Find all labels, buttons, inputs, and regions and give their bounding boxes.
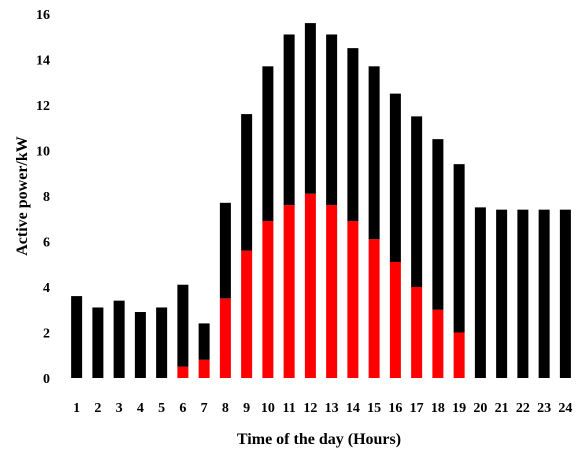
x-tick-label: 7 bbox=[201, 401, 208, 416]
x-tick-label: 22 bbox=[516, 401, 530, 416]
bar-segment-black-hour-5 bbox=[156, 307, 168, 378]
x-tick-label: 9 bbox=[243, 401, 250, 416]
bar-segment-red-hour-12 bbox=[304, 193, 316, 378]
x-tick-label: 14 bbox=[346, 401, 360, 416]
x-tick-label: 15 bbox=[367, 401, 381, 416]
bar-segment-black-hour-2 bbox=[92, 307, 104, 378]
x-tick-label: 16 bbox=[388, 401, 402, 416]
bar-segment-black-hour-21 bbox=[496, 209, 508, 378]
x-tick-label: 8 bbox=[222, 401, 229, 416]
x-tick-label: 5 bbox=[158, 401, 165, 416]
y-tick-label: 6 bbox=[43, 236, 50, 251]
x-tick-label: 2 bbox=[94, 401, 101, 416]
bar-segment-black-hour-14 bbox=[347, 48, 359, 222]
x-tick-label: 13 bbox=[325, 401, 339, 416]
bar-segment-black-hour-11 bbox=[283, 34, 295, 206]
bars bbox=[71, 23, 571, 379]
bar-segment-black-hour-13 bbox=[326, 34, 338, 206]
bar-segment-red-hour-8 bbox=[219, 298, 231, 379]
bar-segment-black-hour-23 bbox=[538, 209, 550, 378]
bar-segment-red-hour-9 bbox=[241, 250, 253, 378]
bar-segment-red-hour-16 bbox=[389, 261, 401, 378]
bar-segment-black-hour-18 bbox=[432, 139, 444, 310]
x-axis-title: Time of the day (Hours) bbox=[237, 431, 401, 448]
bar-segment-red-hour-19 bbox=[453, 332, 465, 378]
bar-segment-black-hour-22 bbox=[517, 209, 529, 378]
bar-segment-black-hour-17 bbox=[411, 116, 423, 288]
bar-segment-black-hour-8 bbox=[219, 202, 231, 299]
bar-segment-black-hour-4 bbox=[134, 312, 146, 378]
bar-segment-black-hour-7 bbox=[198, 323, 210, 360]
bar-segment-black-hour-6 bbox=[177, 284, 189, 367]
y-tick-label: 0 bbox=[43, 372, 50, 387]
bar-segment-black-hour-12 bbox=[304, 23, 316, 194]
bar-segment-black-hour-3 bbox=[113, 300, 125, 378]
bar-segment-red-hour-18 bbox=[432, 309, 444, 378]
bar-segment-black-hour-16 bbox=[389, 93, 401, 262]
y-tick-label: 8 bbox=[43, 190, 50, 205]
bar-segment-red-hour-15 bbox=[368, 239, 380, 378]
x-tick-label: 18 bbox=[431, 401, 445, 416]
x-tick-label: 24 bbox=[558, 401, 572, 416]
y-tick-label: 16 bbox=[36, 8, 50, 23]
x-tick-label: 4 bbox=[137, 401, 144, 416]
bar-segment-red-hour-11 bbox=[283, 205, 295, 378]
bar-segment-black-hour-1 bbox=[71, 296, 83, 378]
x-tick-label: 23 bbox=[537, 401, 551, 416]
x-tick-label: 21 bbox=[495, 401, 509, 416]
y-tick-label: 2 bbox=[43, 327, 50, 342]
x-tick-label: 3 bbox=[116, 401, 123, 416]
y-tick-label: 10 bbox=[36, 145, 50, 160]
x-tick-label: 11 bbox=[283, 401, 296, 416]
y-tick-label: 4 bbox=[43, 281, 50, 296]
x-tick-label: 10 bbox=[261, 401, 275, 416]
x-tick-label: 12 bbox=[303, 401, 317, 416]
x-tick-label: 20 bbox=[473, 401, 487, 416]
bar-segment-red-hour-10 bbox=[262, 221, 274, 378]
x-tick-labels: 1 2 3 4 5 6 7 8 9 10 11 12 13 14 15 16 17 18 19 20 21 22 23 24 bbox=[73, 401, 572, 416]
bar-segment-black-hour-19 bbox=[453, 164, 465, 333]
bar-segment-red-hour-13 bbox=[326, 205, 338, 378]
bar-segment-red-hour-7 bbox=[198, 359, 210, 378]
y-tick-labels: 0 2 4 6 8 10 12 14 16 bbox=[36, 8, 50, 387]
x-tick-label: 6 bbox=[179, 401, 186, 416]
bar-segment-black-hour-24 bbox=[559, 209, 571, 378]
bar-segment-red-hour-14 bbox=[347, 221, 359, 378]
x-tick-label: 1 bbox=[73, 401, 80, 416]
y-axis-title: Active power/kW bbox=[14, 136, 31, 256]
bar-segment-black-hour-15 bbox=[368, 66, 380, 240]
bar-segment-red-hour-17 bbox=[411, 287, 423, 378]
y-tick-label: 14 bbox=[36, 54, 50, 69]
bar-segment-black-hour-9 bbox=[241, 114, 253, 251]
x-tick-label: 17 bbox=[410, 401, 424, 416]
x-tick-label: 19 bbox=[452, 401, 466, 416]
bar-segment-black-hour-10 bbox=[262, 66, 274, 222]
bar-segment-black-hour-20 bbox=[474, 207, 486, 379]
y-tick-label: 12 bbox=[36, 99, 50, 114]
bar-segment-red-hour-6 bbox=[177, 366, 189, 379]
